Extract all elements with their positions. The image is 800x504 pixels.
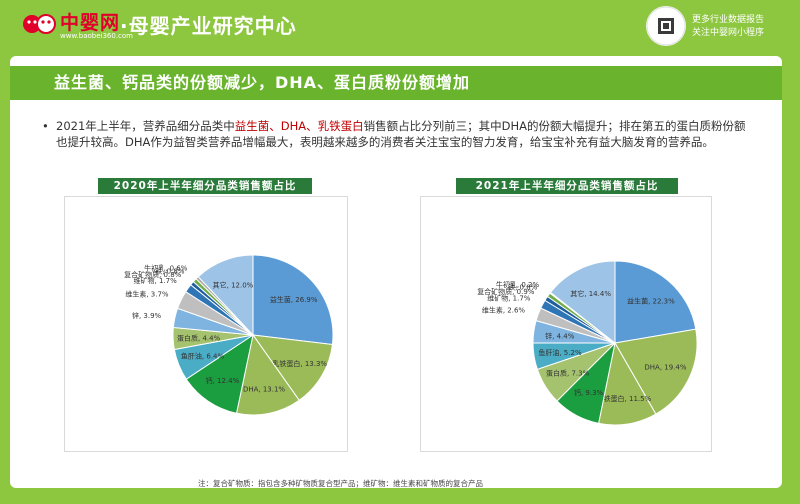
pie-label-0: 益生菌, 22.3% xyxy=(627,296,675,305)
pie-label-4: 鱼肝油, 6.4% xyxy=(181,351,225,360)
chart-2021-frame: 益生菌, 22.3% DHA, 19.4% 乳铁蛋白, 11.5% 钙, 9.3% 蛋白… xyxy=(420,196,712,452)
pie-label-2: 乳铁蛋白, 11.5% xyxy=(597,394,652,403)
pie-slice-12 xyxy=(197,254,254,337)
pie-slice-2 xyxy=(235,333,300,416)
qr-caption: 更多行业数据报告 关注中婴网小程序 xyxy=(692,14,764,40)
chart-2021-pie: 益生菌, 22.3% DHA, 19.4% 乳铁蛋白, 11.5%钙, 9.3% 蛋白… xyxy=(477,260,698,426)
pie-label-5: 鱼肝油, 5.2% xyxy=(538,348,582,357)
pie-label-7: 维生素, 2.6% xyxy=(482,305,526,314)
brand-subtitle: 大数据研究院 xyxy=(82,471,154,484)
pie-slice-3 xyxy=(185,333,254,414)
summary-pre: 2021年上半年，营养品细分品类中 xyxy=(56,119,235,133)
pie-label-9: 复合矿物质, 0.9% xyxy=(477,287,535,296)
chart-2020-frame: 益生菌, 26.9% 乳铁蛋白, 13.3% DHA, 13.1% 钙, 12.4% 鱼… xyxy=(64,196,348,452)
pie-label-3: 钙, 9.3% xyxy=(574,388,604,397)
pie-label-12: 其它, 14.4% xyxy=(570,289,611,298)
pie-label-11: 牛初乳, 0.6% xyxy=(144,264,188,273)
panel-title: 益生菌、钙品类的份额减少，DHA、蛋白质粉份额增加 xyxy=(10,66,782,100)
footnote: 注：复合矿物质：指包含多种矿物质复合型产品；维矿物：维生素和矿物质的复合产品 xyxy=(198,479,483,488)
pie-slice-0 xyxy=(614,260,697,344)
pie-label-10: 铁, 0.8% xyxy=(508,283,538,292)
pie-label-1: DHA, 19.4% xyxy=(644,364,686,372)
pie-slice-0 xyxy=(252,254,334,346)
pie-label-8: 维矿物, 1.7% xyxy=(134,276,178,285)
pie-label-0: 益生菌, 26.9% xyxy=(270,295,318,304)
header-title: ·母婴产业研究中心 xyxy=(120,14,297,38)
brand-logo[interactable]: 汇员帮 xyxy=(20,472,60,487)
summary-highlight: 益生菌、DHA、乳铁蛋白 xyxy=(234,119,364,133)
logo-url: www.baobei360.com xyxy=(60,32,134,40)
content-panel: 益生菌、钙品类的份额减少，DHA、蛋白质粉份额增加 • 2021年上半年，营养品细… xyxy=(10,56,782,488)
top-bar: 中婴网 www.baobei360.com ·母婴产业研究中心 更多行业数据报告… xyxy=(0,0,800,52)
chart-2020-title: 2020年上半年细分品类销售额占比 xyxy=(98,178,312,194)
pie-label-12: 其它, 12.0% xyxy=(213,280,254,289)
pie-label-8: 维矿物, 1.7% xyxy=(487,294,531,303)
pie-label-1: 乳铁蛋白, 13.3% xyxy=(272,359,327,368)
qr-code-icon[interactable] xyxy=(646,6,686,46)
pie-label-4: 蛋白质, 7.3% xyxy=(546,368,590,377)
chart-2021-title: 2021年上半年细分品类销售额占比 xyxy=(456,178,678,194)
pie-label-7: 维生素, 3.7% xyxy=(125,290,169,299)
pie-label-9: 复合矿物质, 0.8% xyxy=(124,270,182,279)
bullet-dot: • xyxy=(42,119,49,133)
chart-2020-pie: 益生菌, 26.9% 乳铁蛋白, 13.3% DHA, 13.1%钙, 12.4% 鱼… xyxy=(124,254,334,416)
summary-paragraph: • 2021年上半年，营养品细分品类中益生菌、DHA、乳铁蛋白销售额占比分列前三；… xyxy=(42,118,756,150)
pie-label-11: 牛初乳, 0.2% xyxy=(496,280,540,289)
pie-label-6: 锌, 4.4% xyxy=(545,331,575,340)
summary-post: 销售额占比分列前三；其中DHA的份额大幅提升；排在第五的蛋白质粉份额也提升较高。… xyxy=(56,119,746,149)
pie-label-6: 锌, 3.9% xyxy=(132,311,162,320)
pie-slice-12 xyxy=(549,260,616,345)
logo-text[interactable]: 中婴网 xyxy=(60,12,121,34)
qr-line-1: 更多行业数据报告 xyxy=(692,15,765,25)
pie-label-5: 蛋白质, 4.4% xyxy=(177,333,221,342)
pie-label-10: 铁, 0.8% xyxy=(155,267,185,276)
pie-label-3: 钙, 12.4% xyxy=(206,376,240,385)
qr-line-2: 关注中婴网小程序 xyxy=(692,28,765,38)
pie-label-2: DHA, 13.1% xyxy=(243,385,285,393)
pie-slice-1 xyxy=(614,328,698,415)
logo-icon xyxy=(23,14,56,34)
pie-slice-1 xyxy=(251,334,333,402)
